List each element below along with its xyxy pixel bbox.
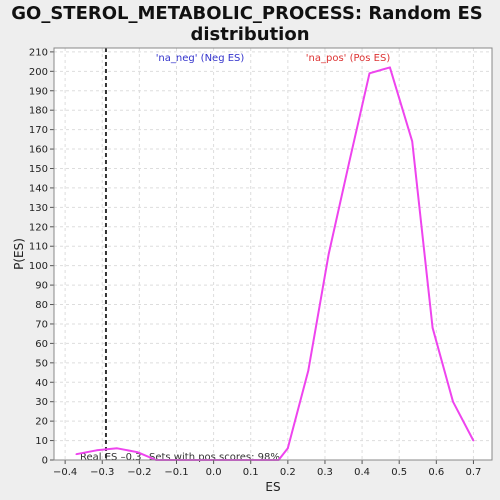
data-point <box>368 72 371 75</box>
y-tick-label: 10 <box>35 436 48 447</box>
y-tick-label: 200 <box>29 67 48 78</box>
data-point <box>136 451 139 454</box>
y-tick-label: 160 <box>29 145 48 156</box>
y-tick-label: 170 <box>29 125 48 136</box>
neg-es-label: 'na_neg' (Neg ES) <box>156 53 245 64</box>
x-tick-label: 0.3 <box>317 467 333 478</box>
x-tick-label: −0.3 <box>90 467 114 478</box>
x-tick-label: 0.4 <box>354 467 370 478</box>
data-point <box>116 447 118 450</box>
x-tick-label: 0.6 <box>428 467 444 478</box>
data-point <box>287 447 289 450</box>
annotations: 'na_neg' (Neg ES) 'na_pos' (Pos ES) Real E… <box>80 48 390 463</box>
y-tick-label: 0 <box>42 456 48 467</box>
y-tick-label: 40 <box>35 378 48 389</box>
y-tick-label: 50 <box>35 358 48 369</box>
data-point <box>307 369 310 372</box>
y-axis-label: P(ES) <box>12 238 26 270</box>
y-tick-label: 180 <box>29 106 48 117</box>
y-tick-label: 120 <box>29 222 48 233</box>
data-point <box>452 400 454 403</box>
y-tick-label: 80 <box>35 300 48 311</box>
y-tick-label: 90 <box>35 281 48 292</box>
pos-scores-label: Sets with pos scores: 98% <box>149 452 280 463</box>
data-point <box>431 327 434 329</box>
y-tick-label: 130 <box>29 203 48 214</box>
y-tick-label: 70 <box>35 319 48 330</box>
plot-area <box>54 48 492 460</box>
y-tick-label: 140 <box>29 183 48 194</box>
grid-lines <box>54 48 492 461</box>
x-tick-label: 0.5 <box>391 467 407 478</box>
y-tick-label: 210 <box>29 47 48 58</box>
data-point <box>75 453 78 455</box>
plot-frame <box>53 47 493 461</box>
x-tick-label: −0.2 <box>127 467 151 478</box>
x-tick-label: 0.0 <box>206 467 222 478</box>
x-tick-label: 0.7 <box>465 467 481 478</box>
y-tick-label: 190 <box>29 86 48 97</box>
y-tick-label: 20 <box>35 417 48 428</box>
x-tick-label: 0.2 <box>280 467 296 478</box>
y-tick-label: 100 <box>29 261 48 272</box>
data-point <box>472 439 475 442</box>
x-tick-label: −0.1 <box>164 467 188 478</box>
x-axis-label: ES <box>265 480 280 494</box>
data-point <box>389 66 391 69</box>
y-tick-label: 30 <box>35 397 48 408</box>
chart-title-line-2: distribution <box>190 24 309 45</box>
chart-title-line-1: GO_STEROL_METABOLIC_PROCESS: Random ES <box>11 3 482 24</box>
pos-es-label: 'na_pos' (Pos ES) <box>306 53 391 64</box>
x-tick-label: −0.4 <box>53 467 77 478</box>
data-point <box>348 161 350 164</box>
y-tick-label: 150 <box>29 164 48 175</box>
data-point <box>95 449 98 452</box>
y-tick-label: 110 <box>29 242 48 253</box>
axes: 0 10 20 30 40 50 60 70 80 90 100 110 120 130 140 150 160… <box>29 47 493 478</box>
x-tick-label: 0.1 <box>243 467 259 478</box>
y-tick-label: 60 <box>35 339 48 350</box>
data-point <box>411 140 413 143</box>
data-point <box>327 253 330 255</box>
real-es-label: Real ES –0.3 <box>80 452 141 463</box>
